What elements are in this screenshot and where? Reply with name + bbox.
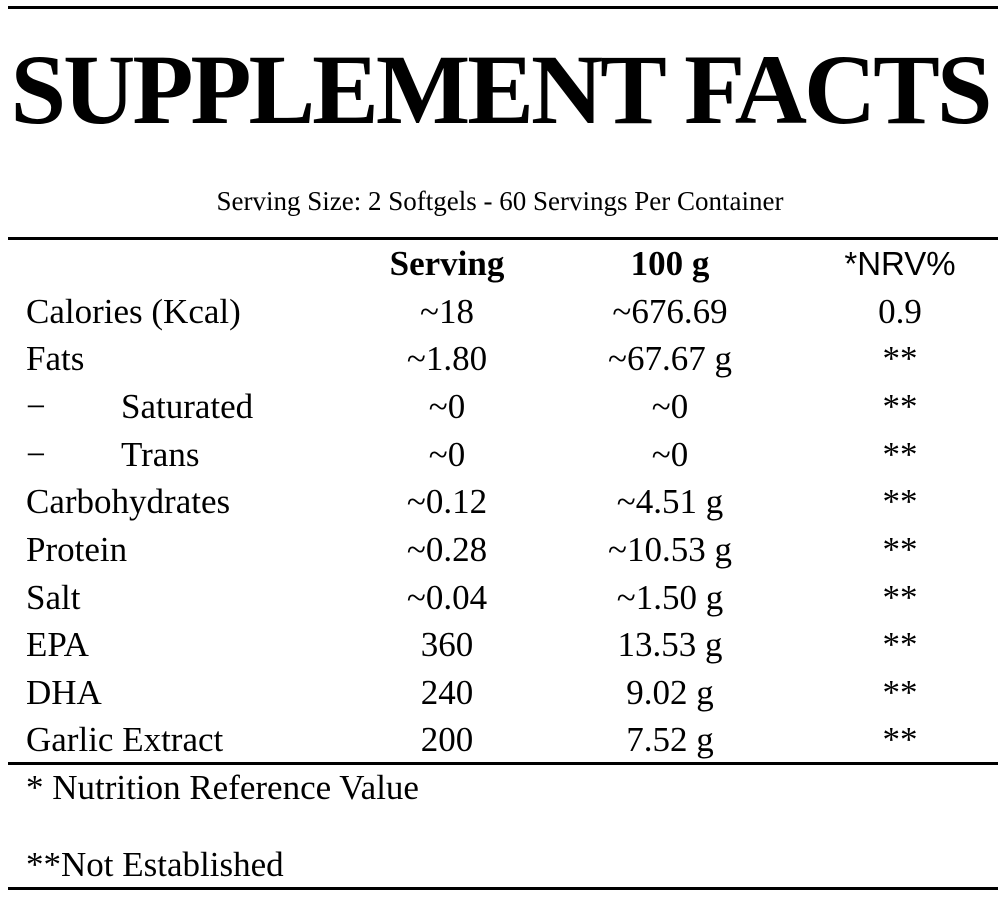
row-serving-value: ~18 (420, 292, 474, 331)
row-nrv-value: ** (882, 435, 918, 474)
row-serving-value: ~0.04 (406, 578, 488, 617)
row-serving-value: 360 (420, 625, 474, 664)
row-name: DHA (26, 673, 102, 712)
row-name: Garlic Extract (26, 720, 224, 759)
bottom-rule (8, 887, 998, 890)
top-rule (8, 6, 998, 9)
row-name: Salt (26, 578, 81, 617)
column-header-100g: 100 g (630, 244, 710, 283)
column-header-serving: Serving (389, 244, 505, 283)
page-title: SUPPLEMENT FACTS (10, 34, 992, 145)
row-nrv-value: ** (882, 530, 918, 569)
row-name: Fats (26, 339, 85, 378)
row-nrv-value: ** (882, 720, 918, 759)
row-nrv-value: ** (882, 578, 918, 617)
row-serving-value: 240 (420, 673, 474, 712)
row-name: Carbohydrates (26, 482, 231, 521)
row-name: Saturated (121, 387, 254, 426)
row-nrv-value: ** (882, 387, 918, 426)
sub-item-dash: − (26, 435, 46, 474)
row-100g-value: ~1.50 g (616, 578, 724, 617)
footnote-not-established: **Not Established (26, 845, 284, 884)
row-100g-value: ~67.67 g (608, 339, 732, 378)
row-100g-value: 13.53 g (617, 625, 723, 664)
row-name: Calories (Kcal) (26, 292, 241, 331)
header-rule (8, 237, 998, 240)
row-100g-value: ~0 (651, 435, 689, 474)
footer-rule (8, 762, 998, 765)
row-serving-value: ~0 (428, 387, 466, 426)
row-nrv-value: 0.9 (878, 292, 922, 331)
row-serving-value: ~0.12 (406, 482, 488, 521)
row-serving-value: ~1.80 (406, 339, 488, 378)
row-serving-value: ~0 (428, 435, 466, 474)
row-100g-value: 9.02 g (626, 673, 714, 712)
row-nrv-value: ** (882, 673, 918, 712)
row-name: Protein (26, 530, 128, 569)
row-name: EPA (26, 625, 89, 664)
row-100g-value: ~10.53 g (608, 530, 732, 569)
row-100g-value: ~4.51 g (616, 482, 724, 521)
row-100g-value: 7.52 g (626, 720, 714, 759)
row-name: Trans (121, 435, 200, 474)
serving-size-text: Serving Size: 2 Softgels - 60 Servings P… (216, 186, 784, 216)
column-header-nrv: *NRV% (844, 245, 956, 282)
row-serving-value: ~0.28 (406, 530, 488, 569)
sub-item-dash: − (26, 387, 46, 426)
row-nrv-value: ** (882, 625, 918, 664)
row-nrv-value: ** (882, 339, 918, 378)
footnote-nrv: * Nutrition Reference Value (26, 768, 419, 807)
row-serving-value: 200 (420, 720, 474, 759)
row-100g-value: ~0 (651, 387, 689, 426)
row-nrv-value: ** (882, 482, 918, 521)
row-100g-value: ~676.69 (612, 292, 728, 331)
